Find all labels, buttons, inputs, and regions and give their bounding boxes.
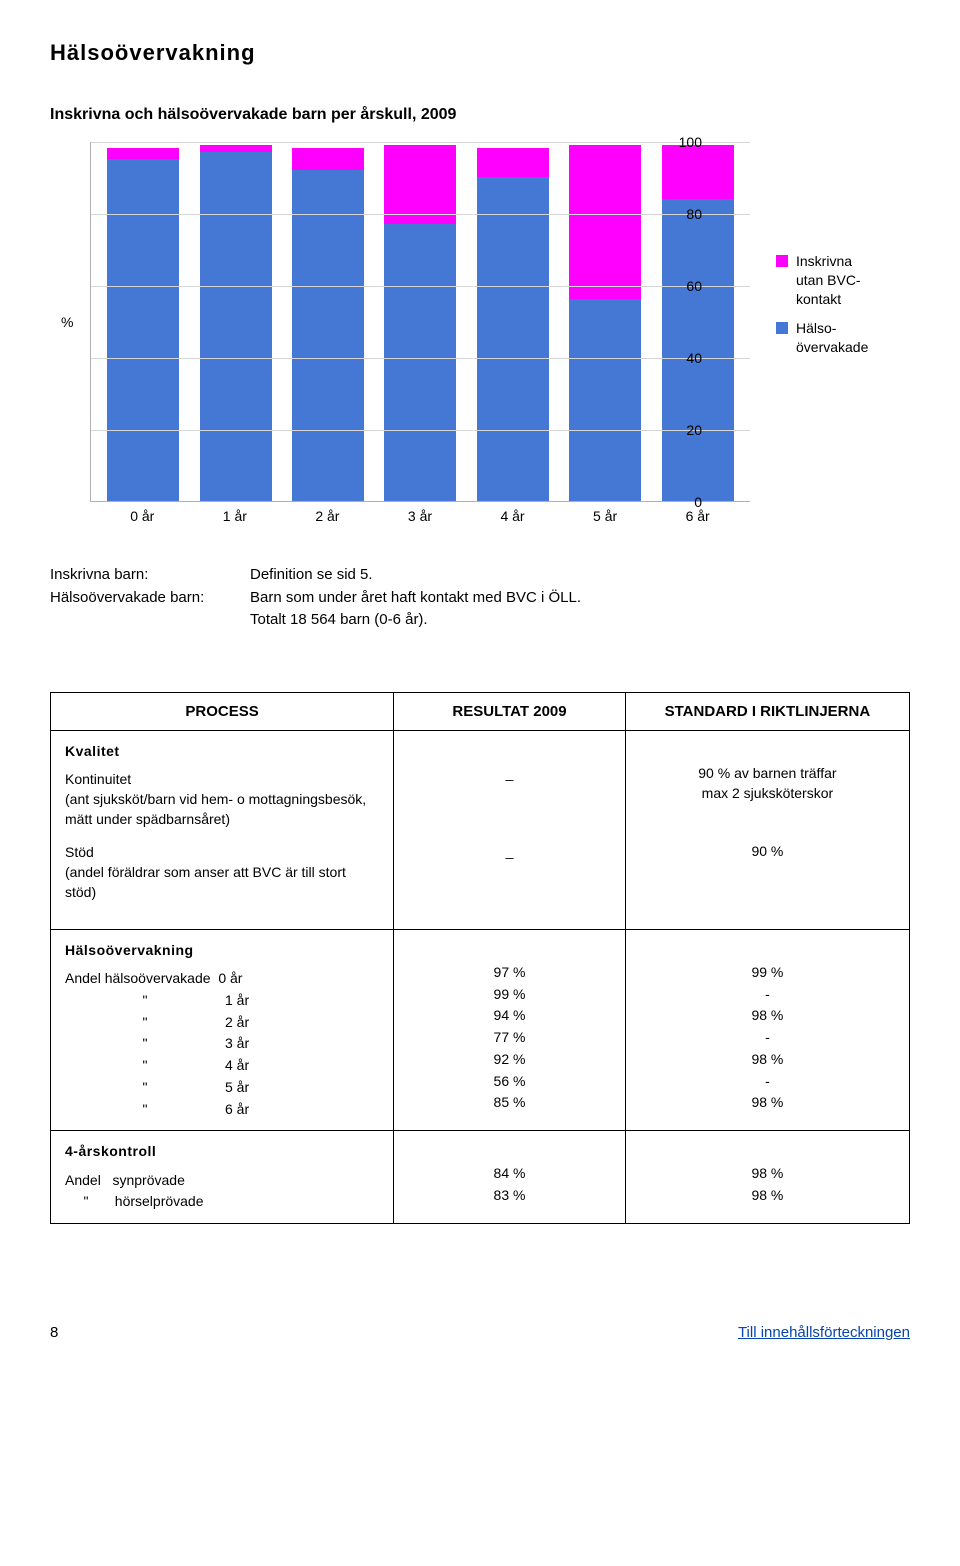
definition-row: Hälsoövervakade barn:Barn som under året… <box>50 587 910 610</box>
x-axis-labels: 0 år 1 år 2 år 3 år 4 år 5 år 6 år <box>90 502 750 524</box>
chart-legend: Inskrivna utan BVC- kontakt Hälso- överva… <box>776 252 868 366</box>
y-axis-label: % <box>61 314 73 330</box>
table-header-cell: PROCESS <box>51 693 394 731</box>
bar <box>107 142 179 501</box>
page-number: 8 <box>50 1324 58 1341</box>
table-header-cell: RESULTAT 2009 <box>394 693 626 731</box>
bar <box>200 142 272 501</box>
table-header-cell: STANDARD I RIKTLINJERNA <box>626 693 909 731</box>
toc-link[interactable]: Till innehållsförteckningen <box>738 1324 910 1341</box>
y-tick: 60 <box>662 278 702 294</box>
y-tick: 0 <box>662 494 702 510</box>
definition-extra: Totalt 18 564 barn (0-6 år). <box>50 609 910 632</box>
legend-label: Hälso- övervakade <box>796 319 868 357</box>
x-tick-label: 3 år <box>384 508 456 524</box>
bar <box>477 142 549 501</box>
bar <box>384 142 456 501</box>
x-tick-label: 6 år <box>662 508 734 524</box>
bar <box>292 142 364 501</box>
bar <box>662 142 734 501</box>
x-tick-label: 5 år <box>569 508 641 524</box>
page-footer: 8 Till innehållsförteckningen <box>50 1324 910 1341</box>
x-tick-label: 1 år <box>199 508 271 524</box>
legend-label: Inskrivna utan BVC- kontakt <box>796 252 861 309</box>
chart-title: Inskrivna och hälsoövervakade barn per å… <box>50 106 910 124</box>
definition-row: Inskrivna barn:Definition se sid 5. <box>50 564 910 587</box>
y-tick: 80 <box>662 206 702 222</box>
page-title: Hälsoövervakning <box>50 40 910 66</box>
x-tick-label: 0 år <box>106 508 178 524</box>
table-row: KvalitetKontinuitet(ant sjuksköt/barn vi… <box>51 731 909 931</box>
bar <box>569 142 641 501</box>
table-header-row: PROCESSRESULTAT 2009STANDARD I RIKTLINJE… <box>51 693 909 731</box>
y-tick: 40 <box>662 350 702 366</box>
legend-swatch <box>776 322 788 334</box>
legend-swatch <box>776 255 788 267</box>
legend-item: Inskrivna utan BVC- kontakt <box>776 252 868 309</box>
legend-item: Hälso- övervakade <box>776 319 868 357</box>
x-tick-label: 4 år <box>477 508 549 524</box>
plot-area: % 020406080100 <box>90 142 750 502</box>
table-row: HälsoövervakningAndel hälsoövervakade 0 … <box>51 930 909 1131</box>
result-table: PROCESSRESULTAT 2009STANDARD I RIKTLINJE… <box>50 692 910 1224</box>
table-row: 4-årskontrollAndel synprövade" hörselprö… <box>51 1131 909 1224</box>
x-tick-label: 2 år <box>291 508 363 524</box>
definitions-block: Inskrivna barn:Definition se sid 5.Hälso… <box>50 564 910 632</box>
y-tick: 20 <box>662 422 702 438</box>
chart-wrap: % 020406080100 0 år1 år2 år3 år4 år5 år6… <box>50 142 910 524</box>
y-tick: 100 <box>662 134 702 150</box>
